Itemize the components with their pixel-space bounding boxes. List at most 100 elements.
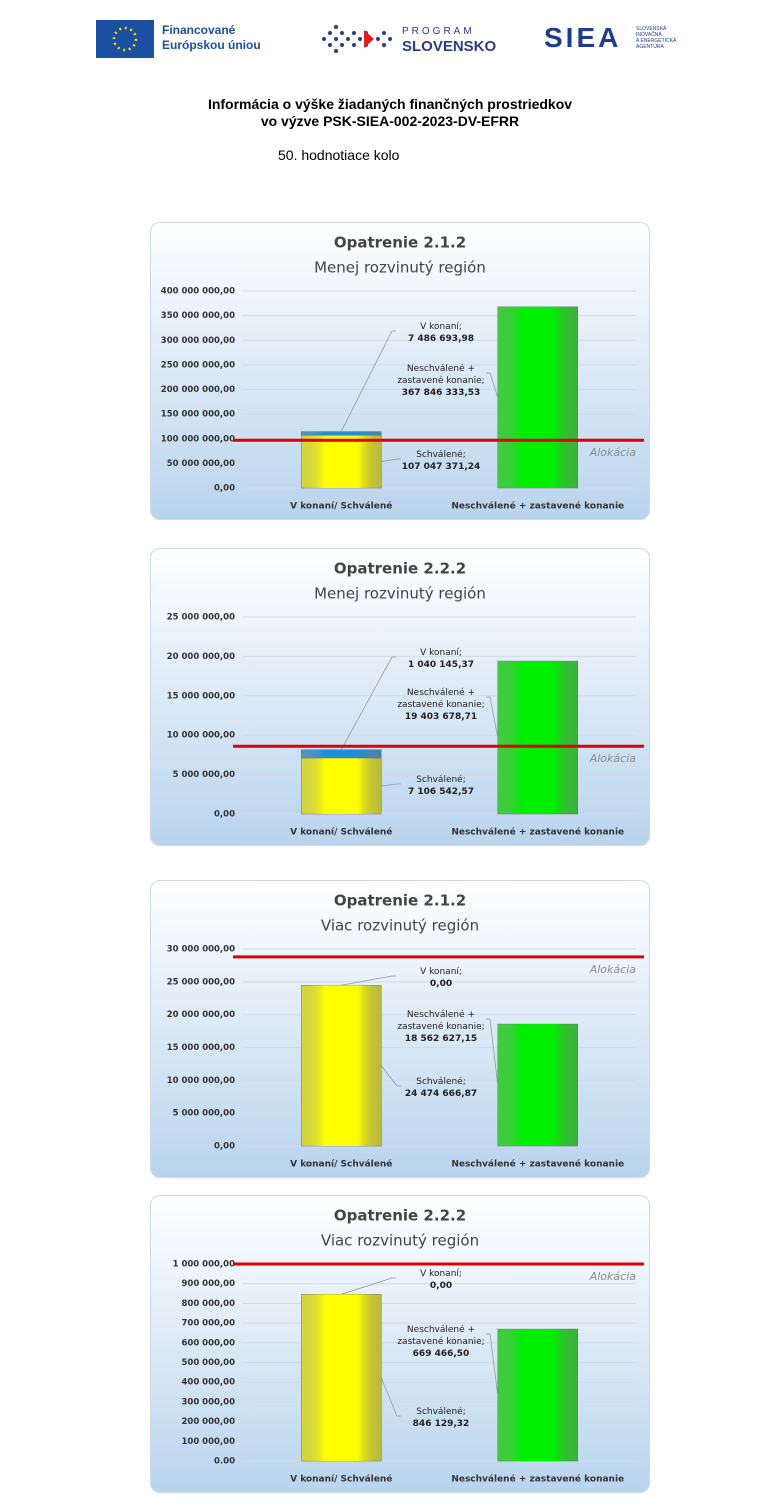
y-tick-label: 20 000 000,00	[167, 1010, 235, 1020]
allocation-label: Alokácia	[589, 446, 637, 459]
chart: Opatrenie 2.2.2 Viac rozvinutý región 0.00…	[173, 1207, 644, 1485]
label-value: 18 562 627,15	[404, 1034, 478, 1044]
chart-title: Opatrenie 2.2.2	[334, 560, 466, 578]
label-name: Neschválené + zastavené konanie;	[397, 1010, 485, 1032]
label-value: 0,00	[429, 979, 453, 989]
round: 50. hodnotiace kolo	[278, 147, 400, 163]
chart-panel: Opatrenie 2.2.2 Menej rozvinutý región 0,0…	[150, 548, 650, 846]
y-tick-label: 0.00	[214, 1457, 235, 1467]
bar-shade	[497, 661, 578, 814]
y-tick-label: 20 000 000,00	[167, 652, 235, 662]
y-tick-label: 250 000 000,00	[161, 360, 235, 370]
data-label: Neschválené + zastavené konanie; 669 466,…	[383, 1324, 499, 1360]
leader-line	[380, 1065, 401, 1087]
chart-panel: Opatrenie 2.1.2 Viac rozvinutý región 0,00…	[150, 880, 650, 1178]
label-name: Schválené;	[416, 450, 466, 460]
chart-subtitle: Viac rozvinutý región	[321, 1232, 479, 1250]
doc-title: Informácia o výške žiadaných finančných …	[0, 96, 780, 130]
label-value: 19 403 678,71	[404, 712, 478, 722]
allocation-label: Alokácia	[589, 752, 637, 765]
bar-shade	[301, 435, 382, 488]
leader-line	[340, 330, 396, 432]
program-line: PROGRAM	[402, 26, 475, 37]
data-label: Schválené; 107 047 371,24	[383, 449, 499, 473]
eu-line: Európskou úniou	[162, 38, 261, 52]
label-name: Neschválené + zastavené konanie;	[397, 688, 485, 710]
leader-line	[486, 696, 499, 738]
data-label: V konaní; 0,00	[383, 1268, 499, 1292]
program-text: PROGRAM SLOVENSKO	[402, 24, 496, 54]
chart-subtitle: Viac rozvinutý región	[321, 917, 479, 935]
label-value: 107 047 371,24	[401, 462, 481, 472]
label-name: Neschválené + zastavené konanie;	[397, 1325, 485, 1347]
title-line: vo výzve PSK-SIEA-002-2023-DV-EFRR	[260, 113, 520, 129]
leader-line	[486, 1018, 499, 1086]
bar-shade	[497, 306, 578, 488]
y-tick-label: 10 000 000,00	[167, 731, 235, 741]
chart: Opatrenie 2.1.2 Viac rozvinutý región 0,00…	[167, 892, 644, 1170]
y-tick-label: 600 000,00	[181, 1338, 235, 1348]
chart: Opatrenie 2.1.2 Menej rozvinutý región 0,0…	[161, 234, 644, 512]
label-value: 7 486 693,98	[407, 334, 475, 344]
eu-text: Financované Európskou úniou	[162, 23, 261, 53]
y-tick-label: 25 000 000,00	[167, 613, 235, 623]
bar-shade	[301, 985, 382, 1146]
chart-title: Opatrenie 2.2.2	[334, 1207, 466, 1225]
bar-shade	[497, 1024, 578, 1146]
leader-line	[486, 372, 499, 398]
x-tick-label: V konaní/ Schválené	[290, 501, 392, 512]
x-tick-label: V konaní/ Schválené	[290, 1159, 392, 1170]
siea-line: AGENTÚRA	[636, 44, 664, 50]
x-tick-label: Neschválené + zastavené konanie	[451, 501, 624, 512]
bar-shade	[301, 431, 382, 436]
chart-panel: Opatrenie 2.1.2 Menej rozvinutý región 0,0…	[150, 222, 650, 520]
y-tick-label: 15 000 000,00	[167, 1043, 235, 1053]
y-tick-label: 300 000 000,00	[161, 336, 235, 346]
y-tick-label: 200 000 000,00	[161, 385, 235, 395]
y-tick-label: 50 000 000,00	[167, 459, 235, 469]
leader-line	[381, 783, 401, 787]
data-label: V konaní; 0,00	[383, 966, 499, 990]
y-tick-label: 5 000 000,00	[173, 770, 235, 780]
x-tick-label: V konaní/ Schválené	[290, 1474, 392, 1485]
siea-logo: SIEA	[544, 22, 622, 53]
chart-panel: Opatrenie 2.2.2 Viac rozvinutý región 0.00…	[150, 1195, 650, 1493]
data-label: Schválené; 846 129,32	[383, 1406, 499, 1430]
x-tick-label: Neschválené + zastavené konanie	[451, 1474, 624, 1485]
y-tick-label: 400 000 000,00	[161, 287, 235, 297]
chart-title: Opatrenie 2.1.2	[334, 234, 466, 252]
title-line: Informácia o výške žiadaných finančných …	[207, 96, 573, 112]
chart-subtitle: Menej rozvinutý región	[314, 259, 486, 277]
y-tick-label: 350 000 000,00	[161, 311, 235, 321]
y-tick-label: 100 000 000,00	[161, 434, 235, 444]
leader-line	[341, 975, 396, 986]
label-name: Schválené;	[416, 1077, 466, 1087]
leader-line	[340, 656, 396, 750]
x-tick-label: Neschválené + zastavené konanie	[451, 827, 624, 838]
data-label: Neschválené + zastavené konanie; 18 562 6…	[383, 1009, 499, 1045]
eu-stars	[112, 26, 138, 52]
data-label: Neschválené + zastavené konanie; 367 846 …	[383, 363, 499, 399]
eu-flag	[96, 20, 154, 58]
y-tick-label: 0,00	[214, 484, 235, 494]
y-tick-label: 0,00	[214, 810, 235, 820]
bar-shade	[497, 1329, 578, 1461]
siea-sub: SLOVENSKÁ INOVAČNÁ A ENERGETICKÁ AGENTÚR…	[636, 26, 676, 50]
siea-line: SLOVENSKÁ	[636, 26, 667, 32]
y-tick-label: 10 000 000,00	[167, 1076, 235, 1086]
label-name: Schválené;	[416, 1407, 466, 1417]
y-tick-label: 15 000 000,00	[167, 691, 235, 701]
program-line: SLOVENSKO	[402, 38, 497, 55]
label-value: 846 129,32	[412, 1419, 470, 1429]
chart-subtitle: Menej rozvinutý región	[314, 585, 486, 603]
allocation-label: Alokácia	[589, 963, 637, 976]
y-tick-label: 25 000 000,00	[167, 977, 235, 987]
label-value: 0,00	[429, 1281, 453, 1291]
y-tick-label: 150 000 000,00	[161, 410, 235, 420]
chart: Opatrenie 2.2.2 Menej rozvinutý región 0,0…	[167, 560, 644, 838]
y-tick-label: 200 000,00	[181, 1417, 235, 1427]
data-label: Schválené; 24 474 666,87	[383, 1076, 499, 1100]
eu-line: Financované	[162, 23, 236, 37]
label-value: 367 846 333,53	[401, 388, 481, 398]
